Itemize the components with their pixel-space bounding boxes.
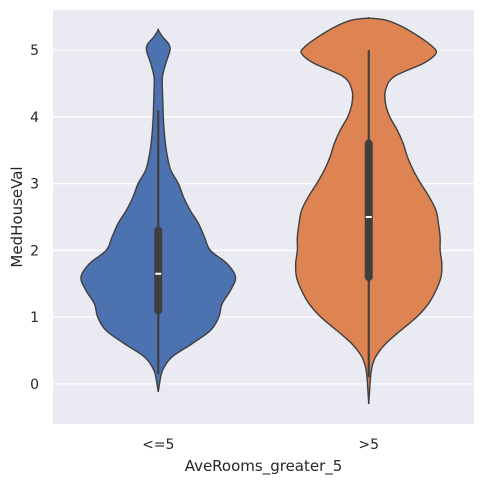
y-tick-label: 3 [30,177,39,193]
y-tick-label: 4 [30,110,39,126]
x-axis-label: AveRooms_greater_5 [185,457,343,476]
y-tick-label: 2 [30,243,39,259]
y-axis-label: MedHouseVal [8,166,26,267]
y-tick-label: 1 [30,310,39,326]
x-tick-label: >5 [358,437,379,453]
y-tick-label: 0 [30,377,39,393]
x-tick-label: <=5 [142,437,174,453]
x-tick-labels: <=5 >5 [142,437,379,453]
y-tick-labels: 0 1 2 3 4 5 [30,43,39,393]
violins [80,17,443,405]
y-tick-label: 5 [30,43,39,59]
